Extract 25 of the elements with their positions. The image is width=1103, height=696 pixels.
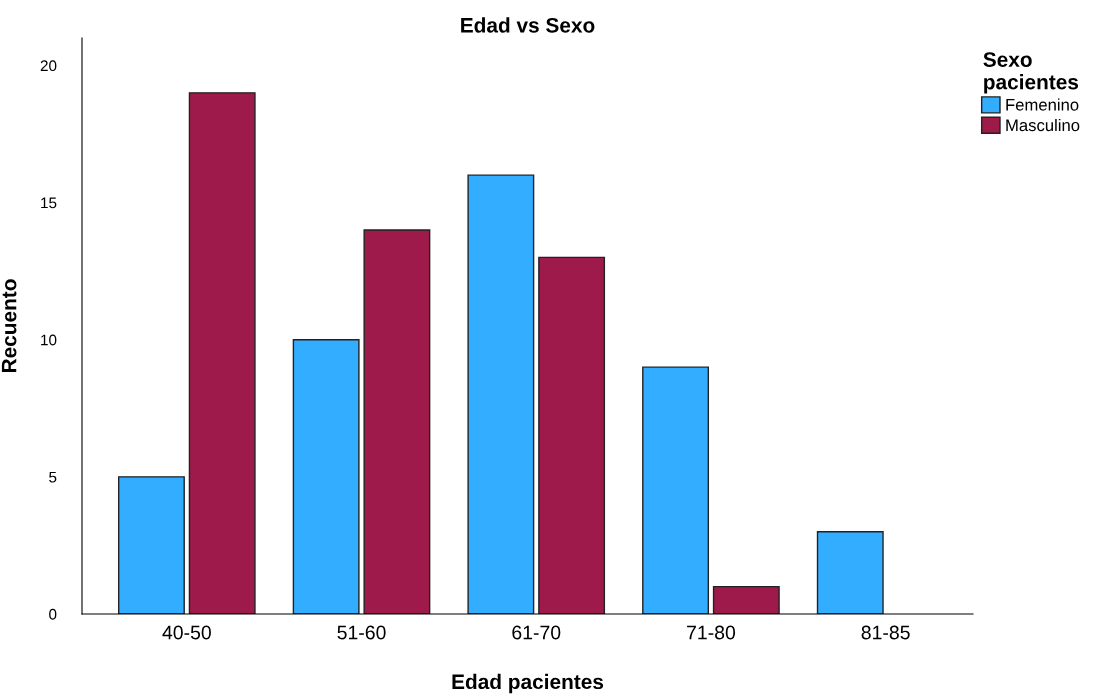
bar [188,92,256,614]
bar [816,531,884,614]
y-tick-label: 0 [49,608,57,620]
x-tick-label: 71-80 [687,625,736,640]
y-axis-title: Recuento [1,279,17,373]
x-tick-label: 81-85 [861,625,910,640]
x-axis-title: Edad pacientes [452,673,604,694]
x-tick-label: 40-50 [162,625,211,640]
y-tick-label: 20 [40,60,57,72]
bar [467,174,535,614]
bar [712,585,780,614]
y-tick-label: 5 [49,471,57,483]
legend-title: Sexo pacientes [983,52,1079,94]
y-tick-label: 15 [41,197,57,209]
chart-title: Edad vs Sexo [461,17,595,33]
bar [117,476,185,614]
legend-label: Masculino [1006,118,1080,132]
y-tick-label: 10 [41,334,57,346]
x-tick-label: 51-60 [337,625,386,640]
legend-label: Femenino [1006,98,1079,111]
bar [292,339,360,614]
bar [538,256,606,614]
bar [363,229,431,614]
bar [642,366,710,614]
x-tick-label: 61-70 [512,625,561,640]
